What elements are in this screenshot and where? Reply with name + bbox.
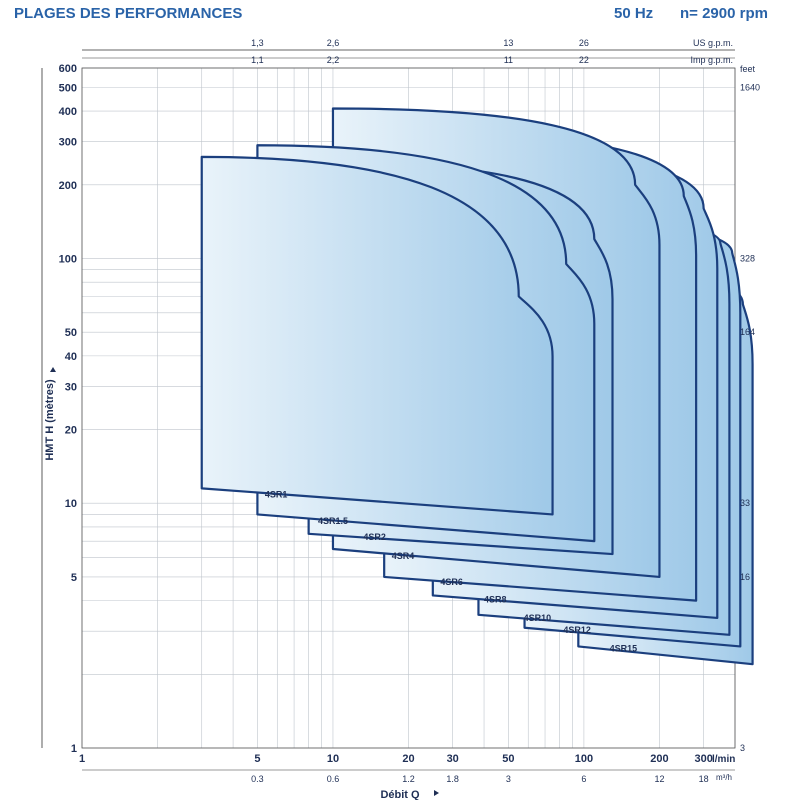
y-tick-label: 400 (59, 106, 77, 118)
us-gpm-tick-label: 2,6 (327, 38, 340, 48)
feet-tick-label: 164 (740, 327, 755, 337)
series-label-4sr10: 4SR10 (524, 613, 552, 623)
y-tick-label: 30 (65, 381, 77, 393)
y-axis-title: HMT H (mètres) (44, 379, 56, 461)
series-label-4sr2: 4SR2 (363, 532, 386, 542)
y-tick-label: 500 (59, 82, 77, 94)
page-title: PLAGES DES PERFORMANCES (14, 5, 243, 22)
series-label-4sr1-5: 4SR1.5 (318, 516, 348, 526)
m3h-tick-label: 3 (506, 774, 511, 784)
y-tick-label: 20 (65, 425, 77, 437)
x-tick-label: 5 (254, 753, 260, 765)
x-axis-title: Débit Q (380, 789, 420, 800)
x-tick-label: 50 (502, 753, 514, 765)
x-tick-label: 10 (327, 753, 339, 765)
imp-gpm-tick-label: 11 (504, 55, 513, 65)
feet-tick-label: 1640 (740, 82, 760, 92)
m3h-unit-label: m³/h (716, 773, 732, 782)
x-tick-label: 30 (447, 753, 459, 765)
us-gpm-tick-label: 13 (503, 38, 513, 48)
frequency-label: 50 Hz (614, 5, 654, 22)
series-label-4sr8: 4SR8 (484, 595, 507, 605)
m3h-tick-label: 0.6 (327, 774, 340, 784)
us-gpm-tick-label: 1,3 (251, 38, 264, 48)
m3h-tick-label: 1.8 (446, 774, 459, 784)
x-tick-label: 1 (79, 753, 85, 765)
y-tick-label: 200 (59, 180, 77, 192)
speed-label: n= 2900 rpm (680, 5, 768, 22)
x-tick-label: 20 (402, 753, 414, 765)
feet-tick-label: 33 (740, 498, 750, 508)
imp-gpm-tick-label: 22 (579, 55, 589, 65)
feet-unit-label: feet (740, 64, 756, 74)
envelope-4sr1 (200, 155, 554, 516)
x-tick-label: 100 (575, 753, 593, 765)
m3h-tick-label: 6 (581, 774, 586, 784)
y-tick-label: 100 (59, 253, 77, 265)
y-tick-label: 40 (65, 351, 77, 363)
series-label-4sr12: 4SR12 (563, 625, 591, 635)
us-gpm-tick-label: 26 (579, 38, 589, 48)
y-tick-label: 50 (65, 327, 77, 339)
imp-gpm-tick-label: 2,2 (327, 55, 340, 65)
x-tick-label: 200 (650, 753, 668, 765)
y-tick-label: 300 (59, 137, 77, 149)
feet-tick-label: 16 (740, 572, 750, 582)
x-unit-label: l/min (712, 754, 735, 765)
feet-tick-label: 3 (740, 743, 745, 753)
series-label-4sr1: 4SR1 (265, 489, 288, 499)
x-axis-arrow-icon (434, 790, 439, 796)
series-label-4sr6: 4SR6 (440, 577, 463, 587)
feet-tick-label: 328 (740, 253, 755, 263)
series-label-4sr4: 4SR4 (392, 551, 415, 561)
y-tick-label: 600 (59, 63, 77, 75)
m3h-tick-label: 0.3 (251, 774, 264, 784)
x-tick-label: 300 (694, 753, 712, 765)
m3h-tick-label: 18 (699, 774, 709, 784)
us-gpm-unit-label: US g.p.m. (693, 38, 733, 48)
m3h-tick-label: 12 (654, 774, 664, 784)
imp-gpm-tick-label: 1,1 (251, 55, 264, 65)
imp-gpm-unit-label: Imp g.p.m. (690, 55, 733, 65)
y-tick-label: 1 (71, 743, 77, 755)
series-label-4sr15: 4SR15 (610, 643, 638, 653)
m3h-tick-label: 1.2 (402, 774, 415, 784)
y-tick-label: 10 (65, 498, 77, 510)
y-axis-arrow-icon (50, 367, 56, 372)
y-tick-label: 5 (71, 572, 77, 584)
